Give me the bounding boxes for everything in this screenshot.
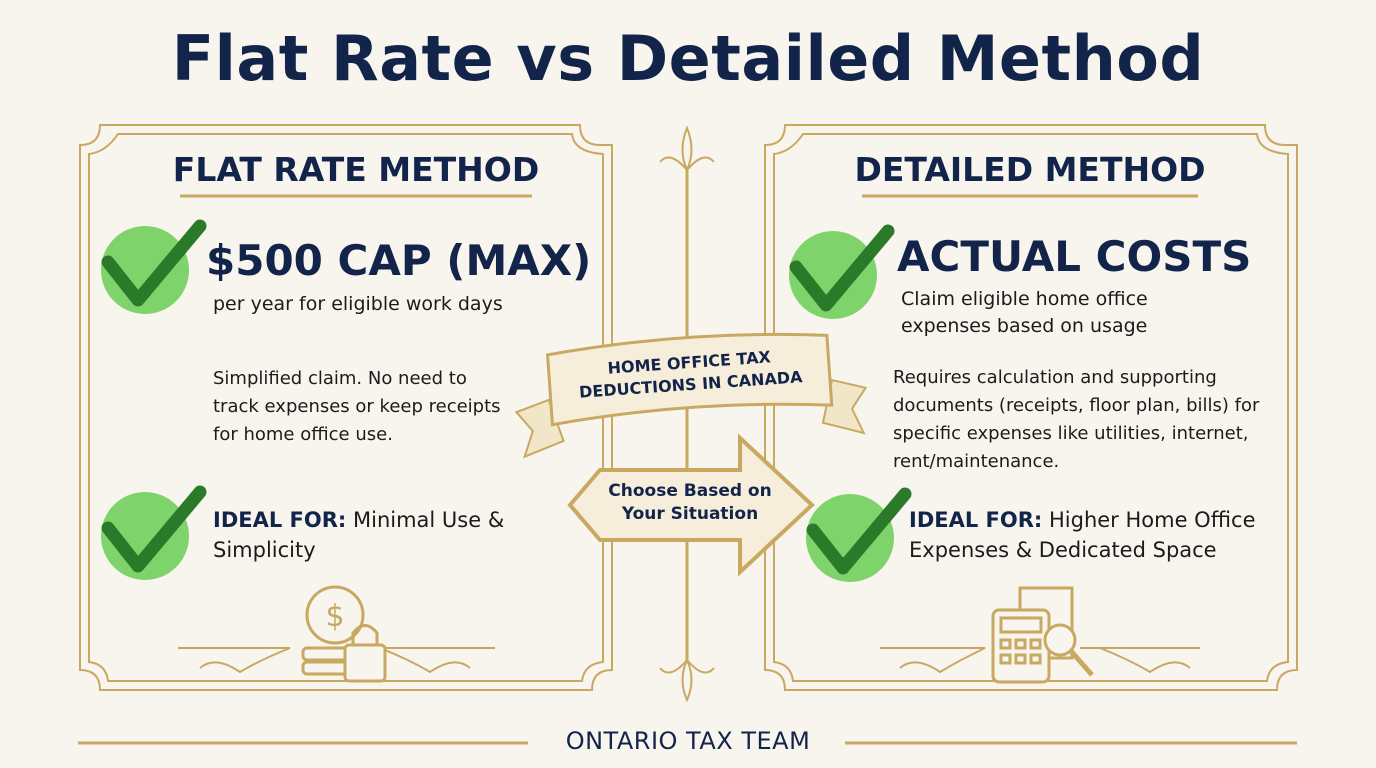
check [789, 224, 895, 312]
right-frame-inner [773, 133, 1289, 682]
ornament [659, 125, 715, 173]
right-description: Requires calculation and supporting docu… [893, 367, 1260, 472]
ideal-text: Minimal Use & Simplicity [213, 508, 505, 562]
footer: ONTARIO TAX TEAM [565, 727, 811, 755]
check [806, 487, 912, 575]
arrow-shape [567, 433, 815, 577]
coin-lock-icon [301, 585, 387, 683]
banner-ribbon [514, 332, 868, 459]
ideal-label: IDEAL FOR: [909, 508, 1043, 532]
checkmarks [101, 219, 912, 582]
left-ideal: IDEAL FOR: Minimal Use & Simplicity [213, 505, 543, 565]
right-highlight: ACTUAL COSTS [897, 232, 1252, 281]
right-ideal: IDEAL FOR: Higher Home Office Expenses &… [909, 505, 1289, 565]
check-circle [101, 226, 189, 314]
check [101, 485, 207, 573]
left-note: per year for eligible work days [213, 293, 503, 315]
left-description: Simplified claim. No need to track expen… [213, 368, 501, 445]
left-frame-inner [88, 133, 604, 682]
check-circle [806, 494, 894, 582]
ideal-text: Higher Home Office Expenses & Dedicated … [909, 508, 1256, 562]
title: Flat Rate vs Detailed Method [171, 22, 1205, 95]
left-highlight: $500 CAP (MAX) [206, 236, 592, 285]
arrow-text: Choose Based on Your Situation [608, 481, 772, 524]
flourish [880, 647, 1200, 674]
ornament [659, 657, 715, 703]
icon-glyph: $ [325, 599, 344, 634]
left-frame [79, 124, 613, 691]
check-circle [101, 492, 189, 580]
check-circle [789, 231, 877, 319]
right-frame [764, 124, 1298, 691]
right-heading: DETAILED METHOD [854, 150, 1206, 189]
left-heading: FLAT RATE METHOD [172, 150, 540, 189]
check [101, 219, 207, 307]
calculator-icon [991, 586, 1094, 684]
ideal-label: IDEAL FOR: [213, 508, 347, 532]
right-note: Claim eligible home office expenses base… [901, 288, 1148, 337]
